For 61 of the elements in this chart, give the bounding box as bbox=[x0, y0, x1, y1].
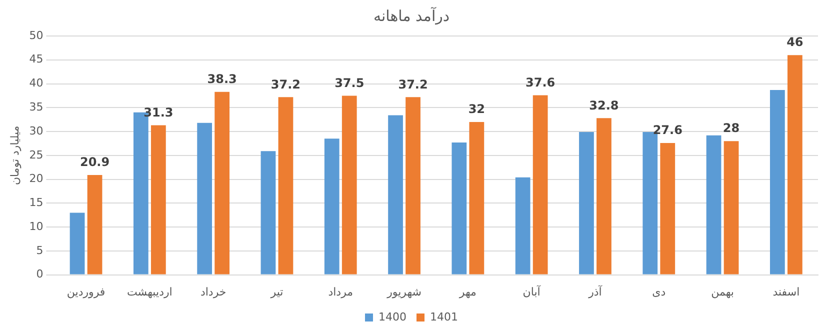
data-label: 27.6 bbox=[652, 123, 682, 138]
bar bbox=[70, 212, 85, 274]
bar bbox=[406, 97, 420, 274]
bar bbox=[706, 135, 722, 274]
y-axis-title: میلیارد تومان bbox=[8, 126, 22, 186]
bar bbox=[324, 138, 340, 274]
legend-label: 1401 bbox=[430, 310, 458, 324]
bar bbox=[197, 122, 212, 274]
bar bbox=[278, 97, 294, 274]
chart-title: درآمد ماهانه bbox=[373, 6, 450, 25]
bar bbox=[452, 142, 467, 274]
x-tick-label: تیر bbox=[270, 285, 284, 298]
data-label: 20.9 bbox=[80, 155, 110, 170]
data-label: 38.3 bbox=[207, 72, 237, 86]
y-tick-label: 40 bbox=[29, 76, 44, 90]
y-tick-label: 5 bbox=[36, 244, 44, 257]
y-tick-label: 25 bbox=[29, 148, 44, 162]
bar bbox=[388, 115, 403, 274]
data-label: 37.2 bbox=[398, 77, 428, 92]
data-label: 37.2 bbox=[270, 77, 301, 92]
x-tick-label: آبان bbox=[522, 284, 542, 298]
y-tick-label: 35 bbox=[29, 100, 44, 114]
x-tick-label: بهمن bbox=[711, 285, 734, 298]
y-tick-label: 15 bbox=[29, 196, 44, 210]
x-tick-label: شهریور bbox=[386, 285, 422, 298]
bar bbox=[770, 90, 785, 274]
data-label: 28 bbox=[722, 121, 740, 136]
data-label: 46 bbox=[786, 35, 804, 50]
data-label: 31.3 bbox=[144, 105, 174, 120]
y-tick-label: 30 bbox=[29, 124, 44, 138]
bar bbox=[596, 118, 612, 274]
y-tick-label: 45 bbox=[29, 52, 44, 66]
y-tick-label: 20 bbox=[29, 172, 44, 186]
bar bbox=[342, 96, 357, 274]
bar bbox=[660, 142, 676, 274]
x-tick-label: اسفند bbox=[772, 285, 800, 298]
x-tick-label: دی bbox=[652, 285, 666, 298]
y-tick-label: 10 bbox=[29, 220, 44, 233]
bar bbox=[150, 125, 166, 274]
bar bbox=[515, 177, 530, 274]
bar bbox=[260, 151, 276, 274]
data-label: 37.6 bbox=[526, 75, 556, 90]
bar bbox=[87, 174, 102, 274]
bar bbox=[469, 122, 484, 274]
y-tick-label: 0 bbox=[36, 268, 44, 281]
bar bbox=[579, 132, 594, 274]
x-tick-label: مهر bbox=[458, 285, 477, 298]
legend-label: 1400 bbox=[378, 310, 407, 324]
bar bbox=[532, 95, 548, 274]
data-label: 32.8 bbox=[589, 98, 619, 112]
bar bbox=[724, 141, 739, 274]
data-label: 37.5 bbox=[334, 76, 364, 90]
x-tick-label: مرداد bbox=[328, 285, 354, 298]
y-tick-label: 50 bbox=[29, 28, 44, 42]
bar bbox=[214, 92, 230, 274]
x-tick-label: آذر bbox=[588, 284, 603, 298]
x-tick-label: اردیبهشت bbox=[127, 285, 172, 298]
data-label: 32 bbox=[468, 102, 486, 116]
bar bbox=[787, 55, 802, 274]
x-tick-label: فروردین bbox=[66, 285, 106, 298]
x-tick-label: خرداد bbox=[200, 285, 226, 298]
